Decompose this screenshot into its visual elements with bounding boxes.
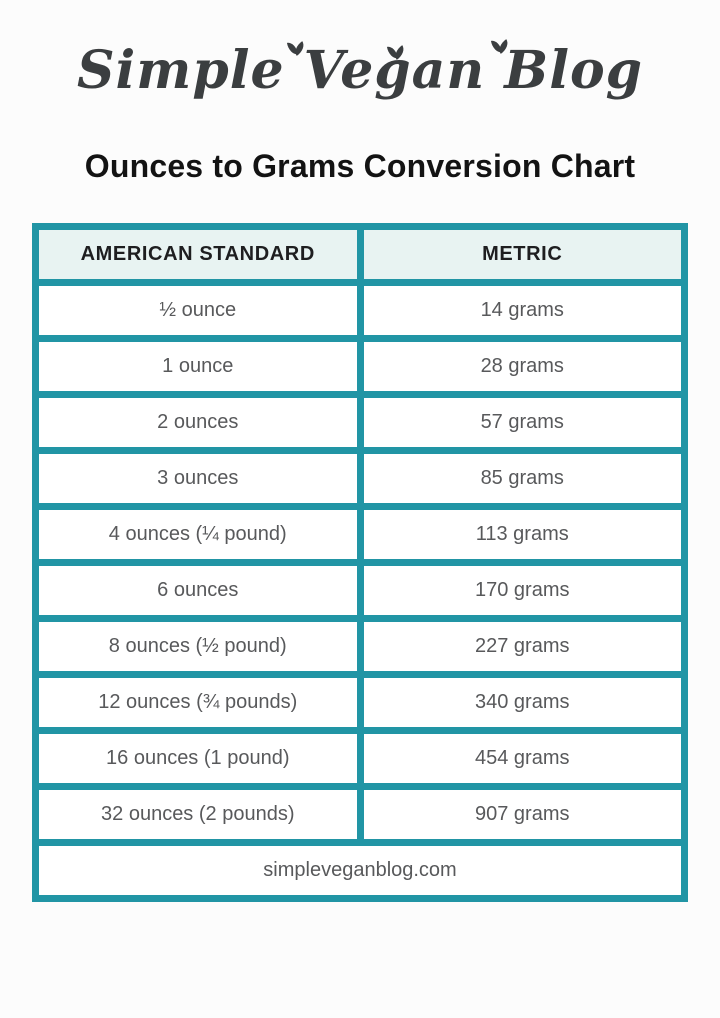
cell-american-standard: 6 ounces — [32, 559, 364, 622]
table-row: 4 ounces (¼ pound) 113 grams — [32, 503, 688, 566]
column-header-metric: METRIC — [356, 223, 688, 286]
cell-american-standard: 12 ounces (¾ pounds) — [32, 671, 364, 734]
cell-american-standard: 32 ounces (2 pounds) — [32, 783, 364, 846]
table-row: 32 ounces (2 pounds) 907 grams — [32, 783, 688, 846]
table-row: 1 ounce 28 grams — [32, 335, 688, 398]
cell-american-standard: 16 ounces (1 pound) — [32, 727, 364, 790]
leaf-icon — [386, 45, 408, 64]
leaf-icon — [286, 41, 308, 60]
cell-metric: 28 grams — [356, 335, 688, 398]
cell-american-standard: 8 ounces (½ pound) — [32, 615, 364, 678]
table-row: 6 ounces 170 grams — [32, 559, 688, 622]
cell-metric: 454 grams — [356, 727, 688, 790]
cell-metric: 57 grams — [356, 391, 688, 454]
leaf-icon — [490, 39, 512, 58]
footer-website: simpleveganblog.com — [32, 839, 688, 902]
table-row: 12 ounces (¾ pounds) 340 grams — [32, 671, 688, 734]
column-header-american-standard: AMERICAN STANDARD — [32, 223, 364, 286]
cell-metric: 227 grams — [356, 615, 688, 678]
conversion-table: AMERICAN STANDARD METRIC ½ ounce 14 gram… — [32, 223, 688, 902]
cell-american-standard: ½ ounce — [32, 279, 364, 342]
table-row: 8 ounces (½ pound) 227 grams — [32, 615, 688, 678]
cell-metric: 113 grams — [356, 503, 688, 566]
cell-american-standard: 1 ounce — [32, 335, 364, 398]
cell-american-standard: 4 ounces (¼ pound) — [32, 503, 364, 566]
cell-american-standard: 2 ounces — [32, 391, 364, 454]
table-row: ½ ounce 14 grams — [32, 279, 688, 342]
cell-metric: 14 grams — [356, 279, 688, 342]
table-header-row: AMERICAN STANDARD METRIC — [32, 223, 688, 286]
table-row: 2 ounces 57 grams — [32, 391, 688, 454]
table-row: 3 ounces 85 grams — [32, 447, 688, 510]
logo-text: Simple Vegan Blog — [77, 40, 643, 101]
cell-metric: 907 grams — [356, 783, 688, 846]
cell-metric: 85 grams — [356, 447, 688, 510]
logo: Simple Vegan Blog — [0, 0, 720, 130]
cell-american-standard: 3 ounces — [32, 447, 364, 510]
page-title: Ounces to Grams Conversion Chart — [84, 148, 636, 184]
cell-metric: 170 grams — [356, 559, 688, 622]
table-row: 16 ounces (1 pound) 454 grams — [32, 727, 688, 790]
cell-metric: 340 grams — [356, 671, 688, 734]
table-footer-row: simpleveganblog.com — [32, 839, 688, 902]
